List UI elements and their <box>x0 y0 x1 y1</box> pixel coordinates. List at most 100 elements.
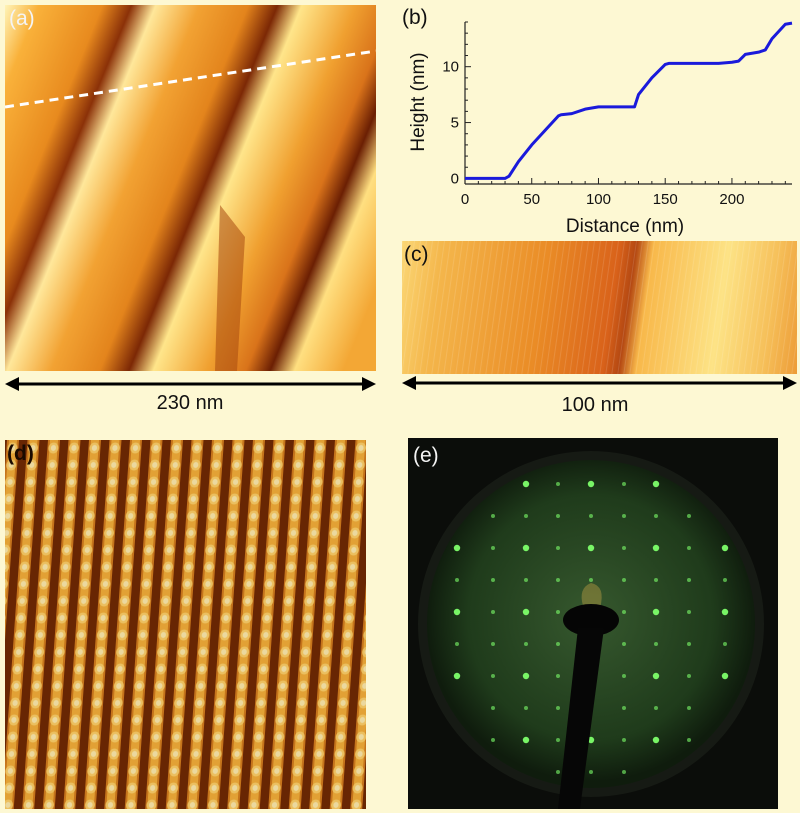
y-tick-label: 0 <box>451 170 459 187</box>
diffraction-spot <box>587 736 595 744</box>
diffraction-spot <box>556 674 560 678</box>
diffraction-spot <box>687 674 691 678</box>
diffraction-spot <box>723 642 727 646</box>
panel-label-a: (a) <box>9 7 35 30</box>
diffraction-spot <box>556 546 560 550</box>
diffraction-spot <box>556 706 560 710</box>
diffraction-spot <box>721 672 729 680</box>
diffraction-spot <box>589 514 593 518</box>
diffraction-spot <box>622 610 626 614</box>
panel-a-stm-image: (a) <box>5 5 376 371</box>
height-profile-chart: (b) 0 50 100 150 200 0 5 10 Height (nm) Distanc… <box>402 6 793 237</box>
diffraction-spot <box>556 770 560 774</box>
scale-label-c: 100 nm <box>561 394 629 416</box>
stm-image-d <box>5 440 366 809</box>
diffraction-spot <box>652 608 660 616</box>
diffraction-spot <box>622 674 626 678</box>
diffraction-spot <box>654 578 658 582</box>
scale-label-a: 230 nm <box>156 392 224 414</box>
diffraction-spot <box>687 738 691 742</box>
diffraction-spot <box>587 480 595 488</box>
diffraction-spot <box>524 578 528 582</box>
diffraction-spot <box>522 608 530 616</box>
diffraction-spot <box>622 546 626 550</box>
diffraction-spot <box>721 544 729 552</box>
x-tick-label: 150 <box>653 191 678 208</box>
diffraction-spot <box>524 642 528 646</box>
diffraction-spot <box>622 514 626 518</box>
diffraction-spot <box>721 608 729 616</box>
scale-bar-c <box>402 376 797 390</box>
diffraction-spot <box>652 544 660 552</box>
diffraction-spot <box>455 578 459 582</box>
diffraction-spot <box>723 578 727 582</box>
diffraction-spot <box>453 608 461 616</box>
panel-d-stm-atomic: (d) <box>5 440 366 809</box>
panel-label-e: (e) <box>413 444 439 467</box>
diffraction-spot <box>589 770 593 774</box>
diffraction-spot <box>491 610 495 614</box>
stm-image-c <box>402 241 797 374</box>
diffraction-spot <box>453 672 461 680</box>
diffraction-spot <box>491 642 495 646</box>
diffraction-spot <box>556 578 560 582</box>
panel-label-b: (b) <box>402 6 428 29</box>
diffraction-spot <box>654 706 658 710</box>
diffraction-spot <box>453 544 461 552</box>
diffraction-spot <box>524 706 528 710</box>
diffraction-spot <box>622 738 626 742</box>
x-tick-label: 100 <box>586 191 611 208</box>
diffraction-spot <box>654 642 658 646</box>
stm-image-a <box>5 5 376 371</box>
scale-bar-a <box>5 377 376 391</box>
diffraction-spot <box>622 770 626 774</box>
diffraction-spot <box>622 578 626 582</box>
diffraction-spot <box>556 642 560 646</box>
electron-gun-holder <box>558 628 604 809</box>
diffraction-spot <box>589 578 593 582</box>
diffraction-spot <box>687 706 691 710</box>
diffraction-spot <box>522 672 530 680</box>
diffraction-spot <box>522 480 530 488</box>
diffraction-spot <box>622 706 626 710</box>
diffraction-spot <box>524 514 528 518</box>
diffraction-spot <box>687 578 691 582</box>
diffraction-spot <box>522 544 530 552</box>
diffraction-spot <box>491 578 495 582</box>
y-tick-label: 10 <box>442 59 459 76</box>
panel-c-stm-image: (c) <box>402 241 797 374</box>
diffraction-spot <box>587 544 595 552</box>
diffraction-spot <box>652 672 660 680</box>
x-axis-label: Distance (nm) <box>566 216 684 237</box>
profile-line <box>5 49 376 109</box>
panel-b-height-profile: (b) 0 50 100 150 200 0 5 10 Height (nm) Distanc… <box>400 0 800 240</box>
diffraction-spot <box>522 736 530 744</box>
diffraction-spot <box>491 738 495 742</box>
diffraction-spot <box>687 642 691 646</box>
electron-gun <box>563 604 619 636</box>
x-tick-label: 0 <box>461 191 469 208</box>
diffraction-spot <box>622 482 626 486</box>
diffraction-spot <box>687 514 691 518</box>
series-line-1 <box>465 21 793 180</box>
diffraction-spot <box>491 514 495 518</box>
x-tick-label: 50 <box>523 191 540 208</box>
diffraction-spot <box>622 642 626 646</box>
diffraction-spot <box>455 642 459 646</box>
diffraction-spot <box>491 706 495 710</box>
diffraction-spot <box>556 514 560 518</box>
diffraction-spot <box>556 610 560 614</box>
diffraction-spot <box>652 736 660 744</box>
panel-e-leed-pattern: (e) <box>408 438 778 809</box>
panel-label-d: (d) <box>7 442 34 465</box>
diffraction-spot <box>654 514 658 518</box>
panel-label-c: (c) <box>404 243 429 266</box>
leed-image <box>418 451 764 809</box>
diffraction-spot <box>556 738 560 742</box>
diffraction-spot <box>687 610 691 614</box>
diffraction-spot <box>491 546 495 550</box>
diffraction-spot <box>687 546 691 550</box>
y-axis-label: Height (nm) <box>408 52 429 151</box>
diffraction-spot <box>652 480 660 488</box>
y-tick-label: 5 <box>451 115 459 132</box>
